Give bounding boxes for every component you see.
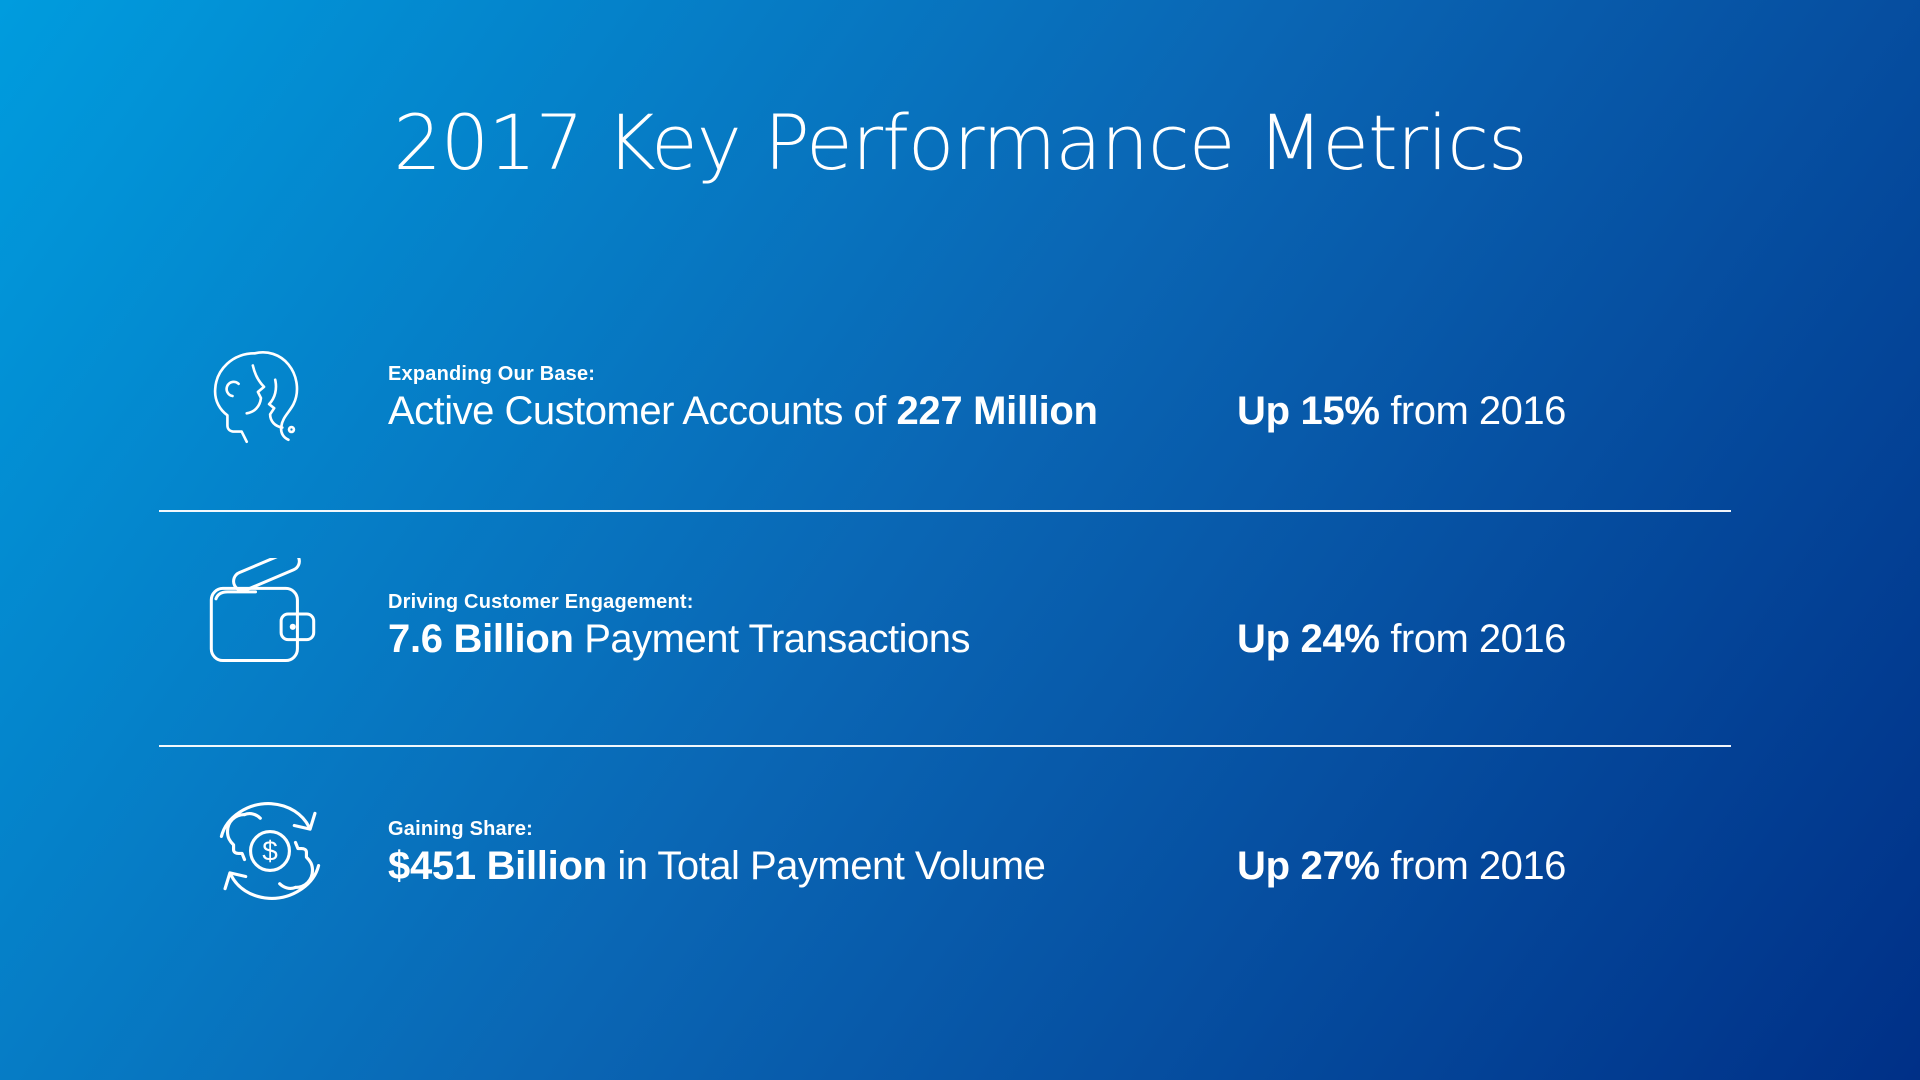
wallet-icon	[202, 558, 330, 670]
metric-row-payment-transactions: Driving Customer Engagement: 7.6 Billion…	[0, 558, 1920, 708]
divider	[159, 510, 1731, 512]
metric-stat: Up 24% from 2016	[1237, 617, 1566, 661]
customers-icon	[202, 345, 324, 447]
metric-value: Active Customer Accounts of 227 Million	[388, 389, 1098, 433]
metric-value: 7.6 Billion Payment Transactions	[388, 617, 971, 661]
metric-row-active-accounts: Expanding Our Base: Active Customer Acco…	[0, 345, 1920, 495]
page-title: 2017 Key Performance Metrics	[393, 98, 1527, 187]
metric-label: Driving Customer Engagement:	[388, 591, 694, 613]
metric-stat: Up 27% from 2016	[1237, 844, 1566, 888]
metric-label: Gaining Share:	[388, 818, 534, 840]
money-exchange-icon: $	[202, 790, 338, 912]
metric-stat: Up 15% from 2016	[1237, 389, 1566, 433]
metric-row-total-payment-volume: $ Gaining Share: $451 Billion in Total P…	[0, 790, 1920, 940]
dollar-sign-glyph: $	[262, 836, 278, 867]
metric-label: Expanding Our Base:	[388, 363, 596, 385]
divider	[159, 745, 1731, 747]
metric-value: $451 Billion in Total Payment Volume	[388, 844, 1046, 888]
